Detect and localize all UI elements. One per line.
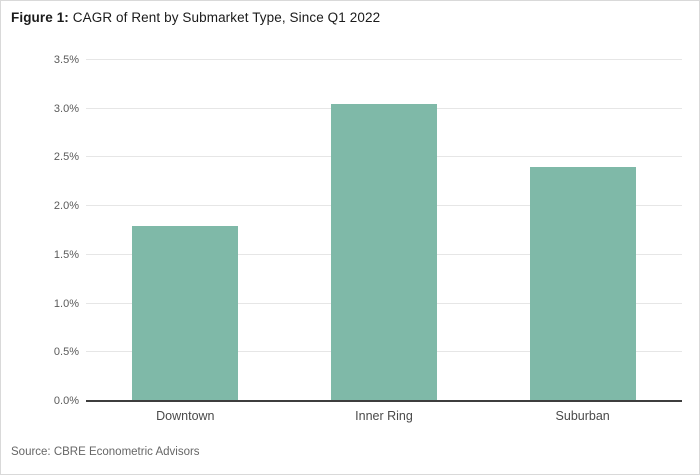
x-tick-label-suburban: Suburban bbox=[555, 409, 610, 423]
y-tick-label-1.0%: 1.0% bbox=[53, 297, 79, 310]
x-tick-label-inner-ring: Inner Ring bbox=[355, 409, 413, 423]
y-axis: 0.0% 0.5% 1.0% 1.5% 2.0% 2.5% 3.0% 3.5% bbox=[1, 54, 79, 407]
y-tick-label-1.5%: 1.5% bbox=[53, 248, 79, 261]
gridline-3.5% bbox=[86, 59, 682, 60]
plot-area bbox=[86, 59, 682, 402]
y-tick-label-3.5%: 3.5% bbox=[53, 54, 79, 66]
y-tick-label-0.5%: 0.5% bbox=[53, 346, 79, 359]
x-axis-line bbox=[86, 400, 682, 402]
bar-suburban bbox=[529, 167, 636, 401]
y-tick-label-2.5%: 2.5% bbox=[53, 151, 79, 164]
bar-inner-ring bbox=[331, 103, 437, 401]
bar-downtown bbox=[132, 225, 239, 401]
y-tick-label-2.0%: 2.0% bbox=[53, 200, 79, 213]
x-axis: Downtown Inner Ring Suburban bbox=[86, 408, 682, 428]
figure-number-label: Figure 1: bbox=[11, 10, 69, 25]
y-tick-label-3.0%: 3.0% bbox=[53, 102, 79, 115]
figure-title-text: CAGR of Rent by Submarket Type, Since Q1… bbox=[72, 10, 381, 25]
x-tick-label-downtown: Downtown bbox=[156, 409, 215, 423]
figure-title: Figure 1: CAGR of Rent by Submarket Type… bbox=[11, 9, 380, 26]
y-tick-label-0.0%: 0.0% bbox=[53, 395, 79, 407]
source-note: Source: CBRE Econometric Advisors bbox=[11, 446, 200, 458]
